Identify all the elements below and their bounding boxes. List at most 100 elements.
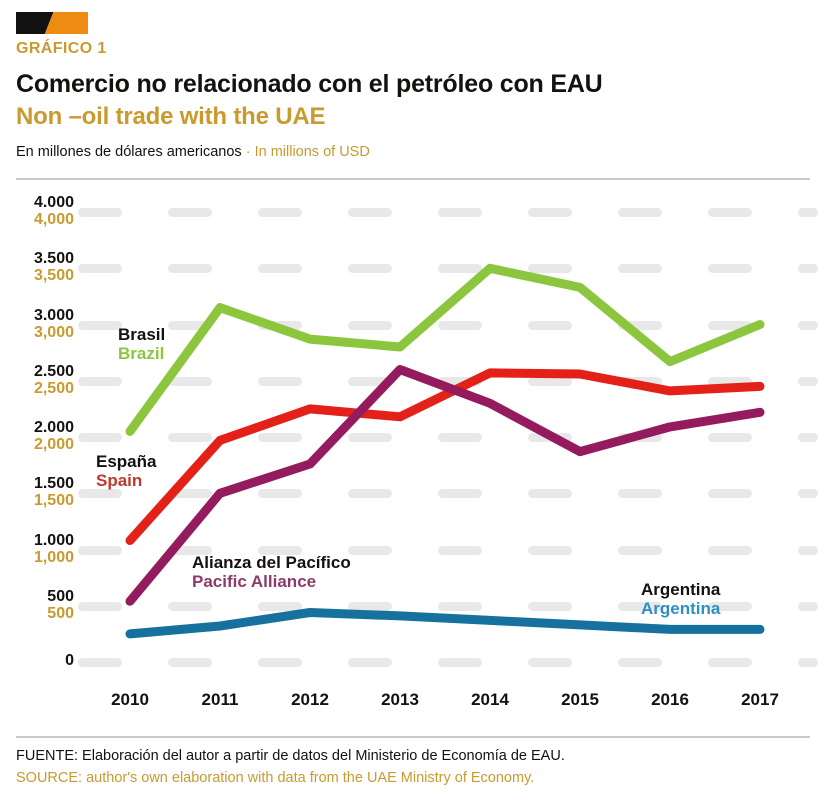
grid-dash <box>798 658 818 667</box>
grid-dash <box>708 489 752 499</box>
grid-dash <box>78 658 122 667</box>
y-axis-tick: 500 500 <box>4 587 74 622</box>
chart-title-es: Comercio no relacionado con el petróleo … <box>16 70 603 98</box>
grid-dash <box>258 208 302 217</box>
y-axis-tick-en: 2,000 <box>33 436 74 453</box>
grid-dash <box>438 658 482 667</box>
x-axis-tick: 2012 <box>291 690 329 709</box>
grid-dash <box>168 320 212 330</box>
grid-dash <box>798 601 818 611</box>
y-axis-tick-es: 500 <box>47 587 74 605</box>
grid-dash <box>798 376 818 386</box>
y-axis-tick-en: 4,000 <box>33 211 74 228</box>
grid-dash <box>78 489 122 499</box>
chart-subtitle-es: En millones de dólares americanos <box>16 144 242 160</box>
y-axis-tick-es: 1.500 <box>33 475 74 493</box>
y-axis-tick-es: 3.500 <box>33 250 74 268</box>
chart-subtitle: En millones de dólares americanos · In m… <box>16 144 370 160</box>
grid-dash <box>78 320 122 330</box>
grid-line <box>78 545 818 555</box>
grid-lines <box>78 185 818 685</box>
grid-dash <box>528 208 572 217</box>
series-line-pacific-alliance <box>125 365 765 606</box>
decorative-bar-black <box>16 12 54 34</box>
y-axis-tick: 1.500 1,500 <box>4 476 74 509</box>
source-note-en: SOURCE: author's own elaboration with da… <box>16 770 535 786</box>
grid-dash <box>348 545 392 555</box>
grid-dash <box>798 208 818 217</box>
grid-line <box>78 658 818 667</box>
chart-title-en: Non –oil trade with the UAE <box>16 103 326 130</box>
grid-dash <box>618 208 662 217</box>
grid-dash <box>798 545 818 555</box>
grid-dash <box>528 601 572 611</box>
grid-dash <box>618 658 662 667</box>
decorative-bar-orange <box>44 12 88 34</box>
grid-dash <box>708 376 752 386</box>
grid-dash <box>438 601 482 611</box>
grid-dash <box>708 658 752 667</box>
x-axis-tick: 2017 <box>741 690 779 709</box>
x-axis-tick: 2015 <box>561 690 599 709</box>
grid-dash <box>168 658 212 667</box>
grid-dash <box>528 264 572 274</box>
grid-line <box>78 489 818 499</box>
grid-dash <box>438 320 482 330</box>
grid-dash <box>258 658 302 667</box>
series-label-pacific-alliance: Alianza del Pacífico Pacific Alliance <box>192 553 351 591</box>
y-axis-tick: 1.000 1,000 <box>4 532 74 566</box>
y-axis-tick: 3.000 3,000 <box>4 306 74 341</box>
grid-dash <box>78 376 122 386</box>
plot-area: 4.000 4,000 3.500 3,500 3.000 3,000 2.500 2,500… <box>0 185 826 685</box>
series-label-brazil: Brasil Brazil <box>118 325 165 363</box>
grid-dash <box>168 601 212 611</box>
grid-dash <box>168 433 212 442</box>
grid-dash <box>258 433 302 442</box>
grid-dash <box>168 376 212 386</box>
grid-dash <box>438 489 482 499</box>
grid-dash <box>798 264 818 274</box>
decorative-bar <box>16 12 88 34</box>
grid-dash <box>258 545 302 555</box>
series-label-en: Pacific Alliance <box>192 572 317 592</box>
chart-subtitle-en: In millions of USD <box>254 144 370 160</box>
grid-dash <box>708 208 752 217</box>
divider-top <box>16 178 810 180</box>
grid-dash <box>798 489 818 499</box>
x-axis-tick: 2011 <box>201 690 239 709</box>
grid-dash <box>438 376 482 386</box>
series-label-es: Argentina <box>641 580 721 599</box>
grid-dash <box>258 601 302 611</box>
y-axis-tick-es: 2.000 <box>33 419 74 436</box>
grid-dash <box>438 208 482 217</box>
y-axis-tick-es: 0 <box>65 652 74 669</box>
grid-dash <box>168 545 212 555</box>
grid-dash <box>348 264 392 274</box>
y-axis-labels: 4.000 4,000 3.500 3,500 3.000 3,000 2.500 2,500… <box>0 185 74 685</box>
grid-dash <box>438 545 482 555</box>
series-label-es: Alianza del Pacífico <box>192 553 351 572</box>
series-line-argentina <box>125 608 765 639</box>
y-axis-tick-es: 3.000 <box>33 306 74 324</box>
divider-bottom <box>16 736 810 738</box>
y-axis-tick-es: 4.000 <box>33 194 74 211</box>
y-axis-tick: 0 <box>4 653 74 669</box>
grid-dash <box>528 376 572 386</box>
grid-dash <box>798 433 818 442</box>
y-axis-tick: 2.000 2,000 <box>4 420 74 453</box>
grid-dash <box>168 264 212 274</box>
grid-dash <box>258 489 302 499</box>
grid-dash <box>348 658 392 667</box>
grid-dash <box>438 433 482 442</box>
grid-dash <box>78 545 122 555</box>
series-label-en: Argentina <box>641 599 721 619</box>
grid-dash <box>618 601 662 611</box>
series-lines <box>0 185 826 685</box>
grid-line <box>78 601 818 611</box>
grid-dash <box>78 208 122 217</box>
grid-dash <box>348 601 392 611</box>
chart-kicker: GRÁFICO 1 <box>16 40 107 57</box>
grid-dash <box>348 376 392 386</box>
x-axis-tick: 2013 <box>381 690 419 709</box>
